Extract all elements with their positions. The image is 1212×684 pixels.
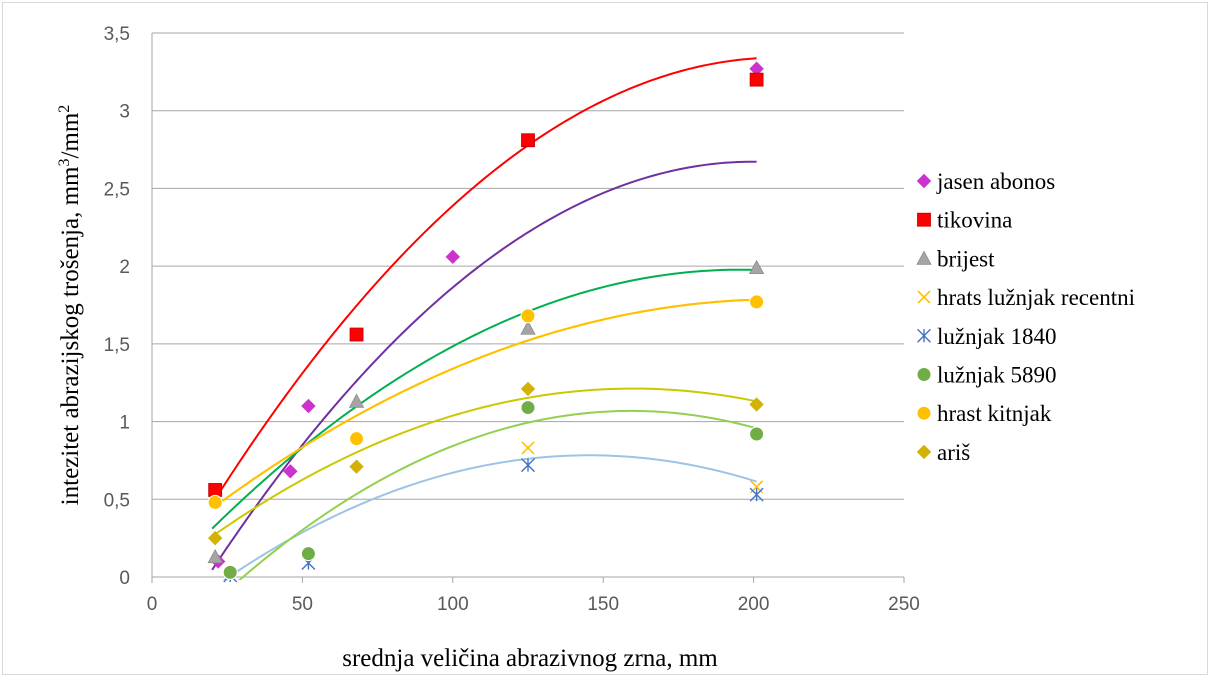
chart-frame bbox=[2, 2, 1208, 675]
